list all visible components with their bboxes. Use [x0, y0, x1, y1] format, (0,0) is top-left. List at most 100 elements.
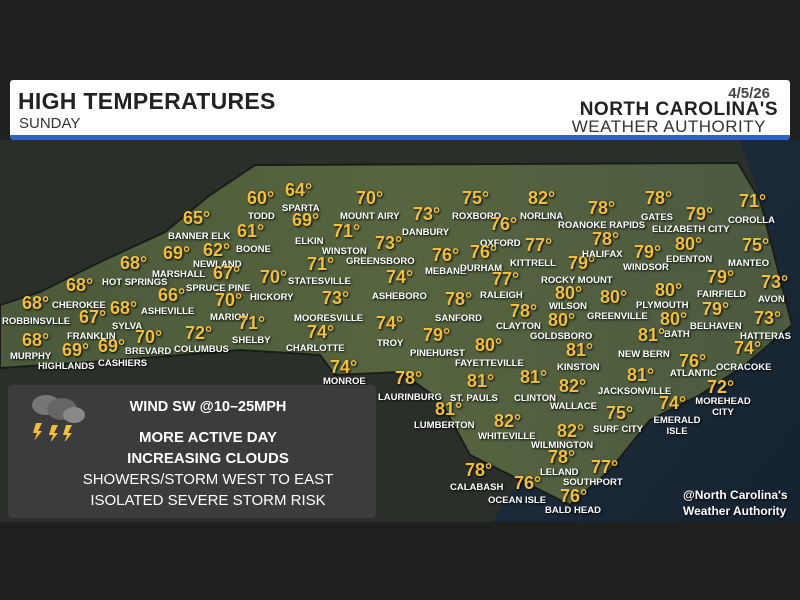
city-temp: 69°: [163, 243, 191, 263]
city-temp: 72°: [185, 323, 213, 343]
city-name: NEW BERN: [618, 349, 670, 360]
city-temp: 80°: [548, 310, 576, 330]
city-temp: 73°: [413, 204, 441, 224]
city-name: BANNER ELK: [168, 231, 231, 242]
forecast-summary-box: WIND SW @10–25MPH MORE ACTIVE DAY INCREA…: [8, 385, 376, 518]
city-name: MARION: [210, 312, 249, 323]
city-name: WILSON: [549, 301, 587, 312]
city-name: CHARLOTTE: [286, 343, 345, 354]
city-name: COROLLA: [728, 215, 775, 226]
city-name: MONROE: [323, 376, 366, 387]
city-temp: 80°: [555, 283, 583, 303]
ocean: [492, 140, 800, 522]
city-temp: 80°: [600, 287, 628, 307]
city-temp: 82°: [557, 421, 585, 441]
wind-text: WIND SW @10–25MPH: [129, 399, 287, 415]
north-carolina-outline: [0, 161, 794, 507]
city-temp: 73°: [754, 308, 782, 328]
city-name: SPARTA: [282, 203, 320, 214]
city-temp: 80°: [475, 335, 503, 355]
city-name: NEWLAND: [193, 259, 242, 270]
city-temp: 74°: [659, 393, 687, 413]
city-temp: 81°: [566, 340, 594, 360]
city-name: SANFORD: [435, 313, 482, 324]
city-temp: 82°: [494, 411, 522, 431]
city-temp: 80°: [655, 280, 683, 300]
city-name: TODD: [248, 211, 275, 222]
city-name: WALLACE: [550, 401, 597, 412]
city-name: WHITEVILLE: [478, 431, 536, 442]
city-temp: 67°: [213, 263, 241, 283]
city-name: ASHEVILLE: [141, 306, 195, 317]
city-name: TROY: [377, 338, 404, 349]
city-temp: 72°: [707, 377, 735, 397]
city-temp: 75°: [742, 235, 770, 255]
city-temp: 79°: [702, 299, 730, 319]
city-temp: 78°: [445, 289, 473, 309]
summary-line-1: MORE ACTIVE DAY: [138, 429, 278, 446]
city-temp: 71°: [238, 313, 266, 333]
city-name: SOUTHPORT: [563, 477, 623, 488]
city-name: MARSHALL: [152, 269, 206, 280]
city-name: BREVARD: [125, 346, 172, 357]
city-temp: 62°: [203, 240, 231, 260]
city-temp: 78°: [548, 447, 576, 467]
city-name: MOUNT AIRY: [340, 211, 400, 222]
city-name: GREENSBORO: [346, 256, 415, 267]
city-temp: 73°: [761, 272, 789, 292]
city-temp: 76°: [490, 214, 518, 234]
city-name: MEBANE: [425, 266, 467, 277]
city-temp: 65°: [183, 208, 211, 228]
city-name: PINEHURST: [410, 348, 465, 359]
city-name: EDENTON: [666, 254, 713, 265]
city-temp: 68°: [110, 298, 138, 318]
city-name: BELHAVEN: [690, 321, 742, 332]
city-name: KITTRELL: [510, 258, 556, 269]
city-name: BALD HEAD: [545, 505, 601, 516]
city-temp: 81°: [467, 371, 495, 391]
city-temp: 79°: [707, 267, 735, 287]
city-name: ST. PAULS: [450, 393, 498, 404]
city-temp: 68°: [22, 330, 50, 350]
city-name: CLINTON: [514, 393, 557, 404]
city-name: CASHIERS: [98, 358, 148, 369]
city-name: ROANOKE RAPIDS: [558, 220, 646, 231]
city-name: SURF CITY: [593, 424, 644, 435]
city-name: LUMBERTON: [414, 420, 475, 431]
city-temp: 77°: [525, 235, 553, 255]
city-name: ATLANTIC: [670, 368, 717, 379]
city-name: GOLDSBORO: [530, 331, 593, 342]
city-temp: 69°: [62, 340, 90, 360]
city-name: ROBBINSVLLE: [2, 316, 71, 327]
city-name: FAYETTEVILLE: [455, 358, 524, 369]
city-temp: 60°: [247, 188, 275, 208]
city-temp: 77°: [591, 457, 619, 477]
city-temp: 71°: [739, 191, 767, 211]
city-temp: 71°: [333, 221, 361, 241]
city-name: SYLVA: [112, 321, 143, 332]
city-name: HICKORY: [250, 292, 294, 303]
city-temp: 74°: [386, 267, 414, 287]
city-name: ELIZABETH CITY: [652, 224, 730, 235]
city-temp: 68°: [120, 253, 148, 273]
city-temp: 67°: [79, 307, 107, 327]
city-temp: 76°: [470, 242, 498, 262]
city-name: OCEAN ISLE: [488, 495, 547, 506]
city-temp: 74°: [734, 338, 762, 358]
city-temp: 74°: [330, 357, 358, 377]
city-temp: 77°: [492, 269, 520, 289]
city-name: ROXBORO: [452, 211, 502, 222]
city-temp: 81°: [627, 365, 655, 385]
city-name: MOREHEAD CITY: [695, 396, 751, 419]
city-name: FAIRFIELD: [697, 289, 747, 300]
nc-map: [0, 140, 800, 522]
day-subtitle: SUNDAY: [19, 115, 81, 132]
city-temp: 73°: [375, 233, 403, 253]
city-temp: 70°: [260, 267, 288, 287]
city-temp: 78°: [588, 198, 616, 218]
city-name: COLUMBUS: [174, 344, 229, 355]
city-name: LAURINBURG: [378, 392, 442, 403]
city-temp: 70°: [135, 327, 163, 347]
city-name: CHEROKEE: [52, 300, 106, 311]
city-name: HATTERAS: [740, 331, 792, 342]
